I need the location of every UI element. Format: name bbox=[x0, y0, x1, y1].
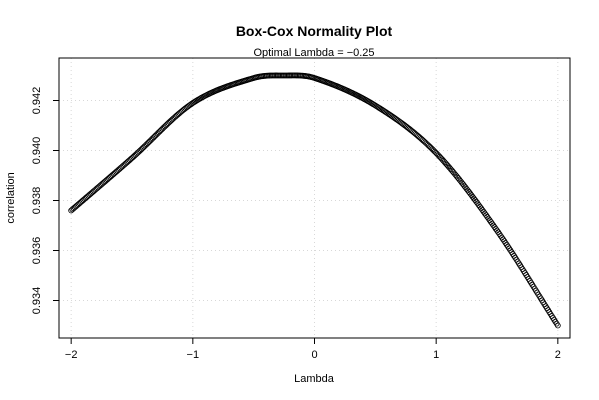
x-tick-label: −2 bbox=[65, 349, 78, 361]
chart-title: Box-Cox Normality Plot bbox=[236, 23, 393, 39]
y-tick-label: 0.938 bbox=[31, 187, 43, 215]
y-tick-label: 0.942 bbox=[31, 87, 43, 115]
chart-subtitle: Optimal Lambda = −0.25 bbox=[253, 47, 374, 59]
data-point bbox=[479, 207, 486, 213]
data-point bbox=[484, 213, 491, 220]
data-point bbox=[477, 203, 483, 210]
data-point bbox=[481, 210, 488, 217]
x-tick-label: 1 bbox=[433, 349, 439, 361]
y-tick-label: 0.940 bbox=[31, 137, 43, 165]
x-tick-label: 2 bbox=[555, 349, 561, 361]
x-tick-label: 0 bbox=[311, 349, 317, 361]
y-axis-label: correlation bbox=[5, 172, 17, 223]
data-point bbox=[480, 208, 487, 215]
x-axis: −2 −1 0 1 2 bbox=[65, 338, 561, 361]
x-axis-label: Lambda bbox=[294, 373, 335, 385]
data-points bbox=[68, 72, 561, 329]
y-tick-label: 0.934 bbox=[31, 287, 43, 315]
y-axis: 0.934 0.936 0.938 0.940 0.942 bbox=[31, 87, 59, 315]
y-tick-label: 0.936 bbox=[31, 237, 43, 265]
grid bbox=[59, 58, 570, 338]
data-point bbox=[554, 322, 561, 329]
data-point bbox=[483, 212, 489, 218]
x-tick-label: −1 bbox=[187, 349, 200, 361]
